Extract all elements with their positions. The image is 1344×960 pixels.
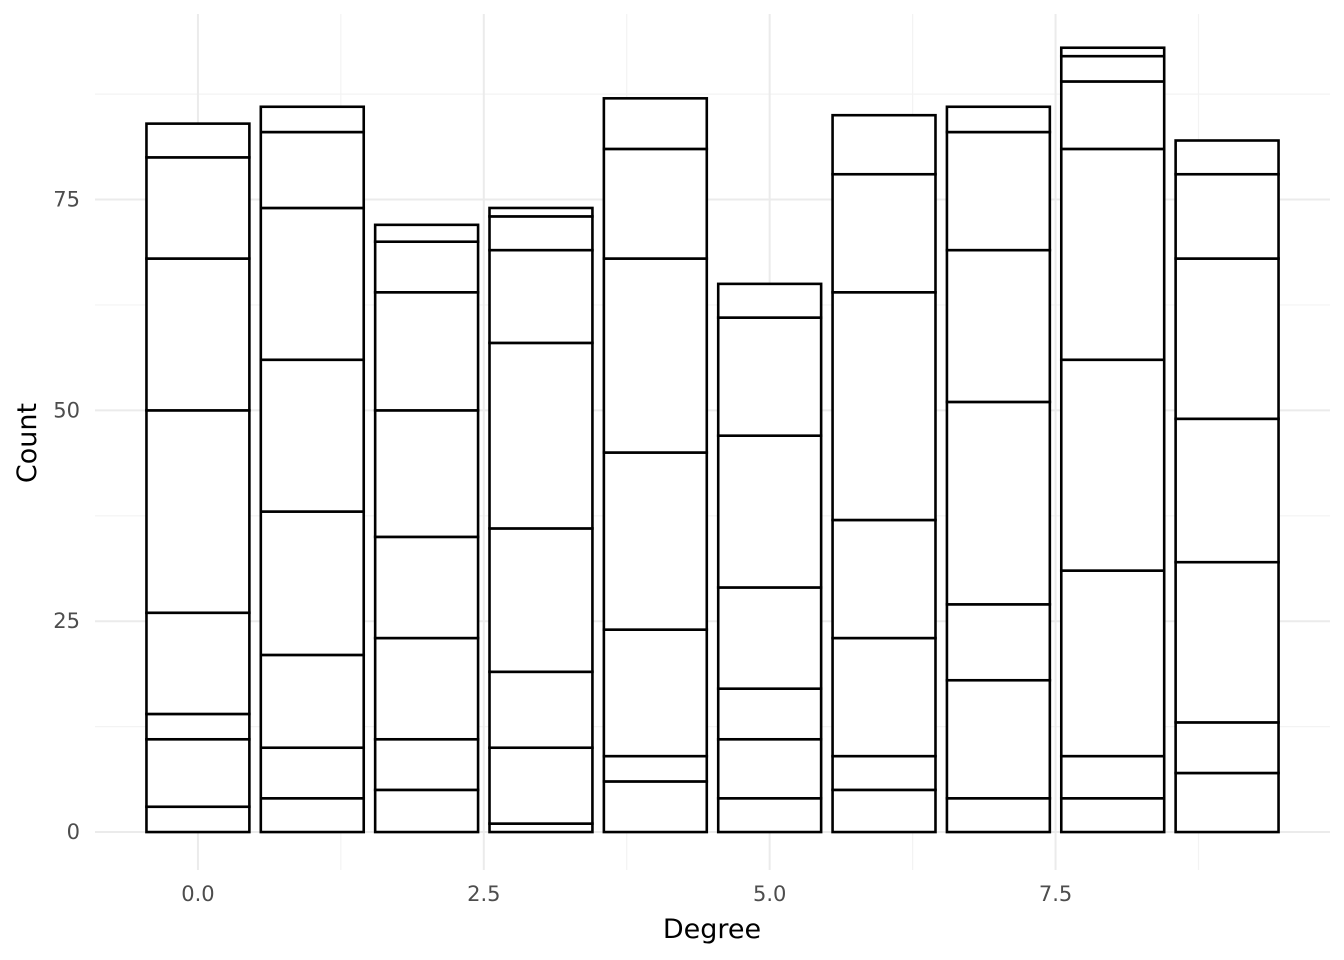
bar-segment (1059, 54, 1166, 83)
bar-segment (1059, 569, 1166, 758)
bar-segment (488, 215, 594, 252)
bar-segment (716, 282, 823, 319)
bar-segment (1059, 797, 1166, 834)
bar-segment (259, 358, 366, 513)
bar-segment (1059, 46, 1166, 58)
bar-segment (1059, 80, 1166, 151)
bar-segment (1174, 417, 1280, 564)
x-tick-label: 5.0 (753, 882, 786, 906)
bar-segment (716, 434, 823, 589)
bar-stack (145, 122, 251, 834)
bar-segment (831, 291, 937, 522)
x-axis-title: Degree (663, 914, 761, 945)
bar-stack (602, 97, 709, 834)
bar-stack (488, 206, 594, 834)
bar-segment (488, 527, 594, 674)
bar-segment (716, 687, 823, 741)
bar-segment (1059, 358, 1166, 572)
bar-segment (1059, 754, 1166, 800)
x-tick-label: 0.0 (181, 882, 214, 906)
y-tick-label: 75 (53, 188, 80, 212)
bar-segment (1174, 172, 1280, 260)
y-tick-label: 0 (67, 820, 80, 844)
bar-segment (259, 797, 366, 834)
x-axis-ticks: 0.0 2.5 5.0 7.5 (181, 882, 1072, 906)
y-axis-title: Count (12, 403, 43, 483)
bar-segment (945, 797, 1052, 834)
bar-segment (716, 797, 823, 834)
bar-segment (259, 746, 366, 800)
bar-segment (145, 156, 251, 260)
bar-segment (1174, 139, 1280, 176)
bar-stack (945, 105, 1052, 834)
bar-segment (373, 223, 480, 244)
bar-segment (602, 451, 709, 631)
bar-segment (602, 147, 709, 260)
bar-segment (945, 130, 1052, 252)
bar-segment (373, 535, 480, 640)
bar-segment (945, 248, 1052, 404)
bar-segment (602, 628, 709, 758)
bar-segment (488, 248, 594, 345)
bar-segment (259, 510, 366, 657)
bar-stack (1174, 139, 1280, 834)
bar-segment (945, 678, 1052, 800)
bar-stack (259, 105, 366, 834)
y-axis-ticks: 0 25 50 75 (53, 188, 80, 845)
bar-stack (716, 282, 823, 834)
bar-segment (716, 316, 823, 437)
x-tick-label: 2.5 (467, 882, 500, 906)
bar-segment (1174, 560, 1280, 724)
bars (145, 46, 1280, 834)
bar-segment (488, 206, 594, 218)
bar-segment (1174, 721, 1280, 775)
bar-segment (1174, 257, 1280, 421)
bar-segment (259, 130, 366, 210)
bar-segment (1059, 147, 1166, 362)
bar-segment (488, 670, 594, 750)
bar-segment (602, 754, 709, 783)
bar-segment (373, 636, 480, 741)
bar-stack (373, 223, 480, 834)
bar-segment (145, 805, 251, 834)
bar-segment (602, 97, 709, 151)
bar-segment (145, 409, 251, 615)
bar-segment (373, 737, 480, 792)
bar-segment (945, 105, 1052, 134)
x-tick-label: 7.5 (1039, 882, 1072, 906)
bar-segment (488, 746, 594, 825)
bar-segment (602, 257, 709, 454)
bar-segment (488, 341, 594, 530)
bar-segment (831, 754, 937, 792)
bar-segment (716, 737, 823, 800)
bar-segment (145, 737, 251, 809)
bar-segment (373, 788, 480, 834)
bar-segment (831, 518, 937, 640)
bar-segment (145, 122, 251, 159)
bar-segment (145, 611, 251, 716)
bar-segment (373, 409, 480, 539)
bar-segment (831, 113, 937, 176)
bar-segment (373, 291, 480, 412)
bar-segment (945, 400, 1052, 606)
bar-segment (831, 172, 937, 294)
bar-segment (373, 240, 480, 294)
bar-segment (259, 105, 366, 134)
bar-segment (716, 586, 823, 690)
bar-segment (145, 257, 251, 412)
bar-segment (945, 603, 1052, 682)
bar-segment (602, 780, 709, 834)
bar-segment (259, 653, 366, 750)
bar-segment (831, 788, 937, 834)
y-tick-label: 50 (53, 398, 80, 422)
bar-segment (831, 636, 937, 758)
bar-segment (145, 712, 251, 741)
y-tick-label: 25 (53, 609, 80, 633)
bar-stack (831, 113, 937, 834)
bar-segment (1174, 771, 1280, 834)
bar-stack (1059, 46, 1166, 834)
bar-segment (259, 206, 366, 362)
